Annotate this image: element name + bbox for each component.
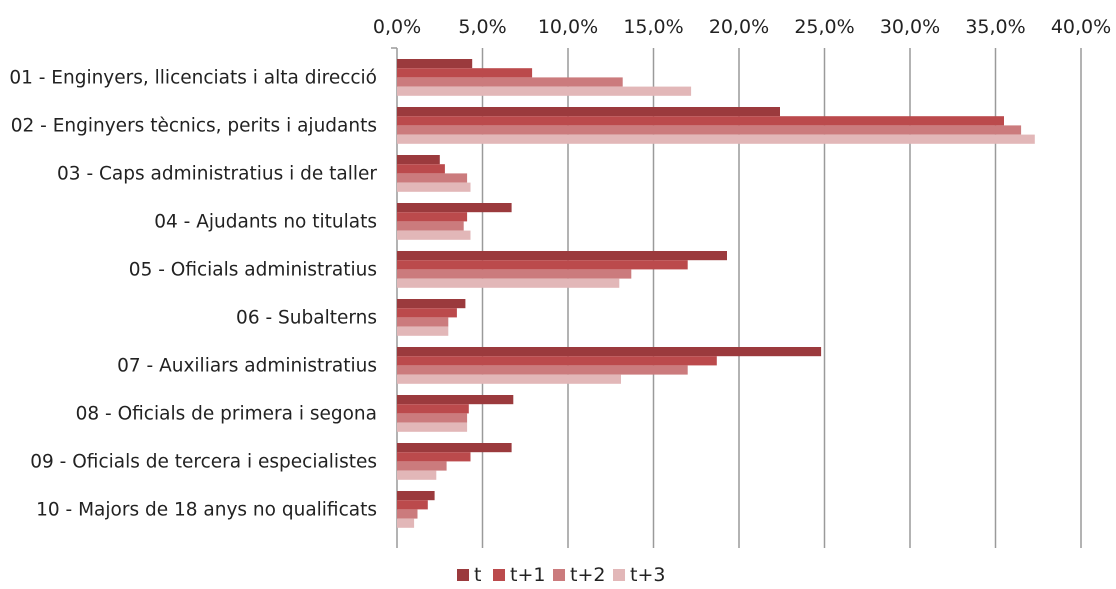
bar: [397, 413, 468, 423]
bar: [397, 308, 457, 318]
category-label: 04 - Ajudants no titulats: [154, 211, 377, 232]
legend-label: t+3: [630, 564, 665, 586]
category-label: 09 - Oficials de tercera i especialistes: [30, 451, 377, 472]
bar: [397, 422, 468, 432]
bar: [397, 470, 437, 480]
category-labels: 01 - Enginyers, llicenciats i alta direc…: [9, 67, 377, 520]
x-tick-label: 15,0%: [623, 16, 683, 38]
bar: [397, 326, 449, 336]
bar: [397, 125, 1022, 135]
bar: [397, 299, 466, 309]
bar: [397, 347, 822, 357]
x-tick-label: 25,0%: [794, 16, 854, 38]
category-label: 03 - Caps administratius i de taller: [57, 163, 377, 184]
bar: [397, 404, 469, 414]
category-label: 02 - Enginyers tècnics, perits i ajudant…: [11, 115, 377, 136]
category-label: 07 - Auxiliars administratius: [117, 355, 377, 376]
bar: [397, 395, 514, 405]
legend-label: t+1: [510, 564, 545, 586]
bar: [397, 86, 692, 96]
bar: [397, 365, 688, 375]
bar: [397, 251, 727, 261]
bar: [397, 164, 445, 174]
bar: [397, 374, 621, 384]
bar: [397, 203, 512, 213]
bar: [397, 155, 440, 165]
bar: [397, 173, 468, 183]
bar: [397, 230, 471, 240]
bar: [397, 500, 428, 510]
bar: [397, 221, 464, 231]
legend-swatch: [613, 569, 625, 581]
legend-swatch: [493, 569, 505, 581]
bars: [397, 59, 1035, 528]
category-label: 10 - Majors de 18 anys no qualificats: [36, 499, 377, 520]
legend-label: t: [474, 564, 481, 586]
bar: [397, 278, 620, 288]
bar: [397, 116, 1004, 126]
bar: [397, 212, 468, 222]
bar: [397, 107, 780, 117]
legend-swatch: [553, 569, 565, 581]
bar: [397, 68, 533, 78]
x-tick-label: 35,0%: [965, 16, 1025, 38]
category-label: 01 - Enginyers, llicenciats i alta direc…: [9, 67, 377, 88]
bar: [397, 356, 717, 366]
x-tick-label: 20,0%: [709, 16, 769, 38]
bar: [397, 461, 447, 471]
bar: [397, 269, 632, 279]
x-tick-labels: 0,0% 5,0% 10,0% 15,0% 20,0% 25,0% 30,0% 35,0% 40…: [373, 16, 1111, 38]
bar: [397, 452, 471, 462]
bar: [397, 260, 688, 270]
legend-swatch: [457, 569, 469, 581]
bar: [397, 59, 473, 69]
bar: [397, 443, 512, 453]
bar: [397, 509, 418, 519]
legend-label: t+2: [570, 564, 605, 586]
bar: [397, 134, 1035, 144]
category-label: 05 - Oficials administratius: [129, 259, 377, 280]
x-tick-label: 0,0%: [373, 16, 421, 38]
legend: t t+1 t+2 t+3: [457, 564, 665, 586]
x-tick-label: 40,0%: [1051, 16, 1111, 38]
x-tick-label: 30,0%: [880, 16, 940, 38]
bar: [397, 518, 415, 528]
bar: [397, 317, 449, 327]
x-tick-label: 5,0%: [458, 16, 506, 38]
category-label: 06 - Subalterns: [236, 307, 377, 328]
bar: [397, 182, 471, 192]
category-label: 08 - Oficials de primera i segona: [76, 403, 377, 424]
bar: [397, 491, 435, 501]
bar: [397, 77, 623, 87]
x-tick-label: 10,0%: [538, 16, 598, 38]
